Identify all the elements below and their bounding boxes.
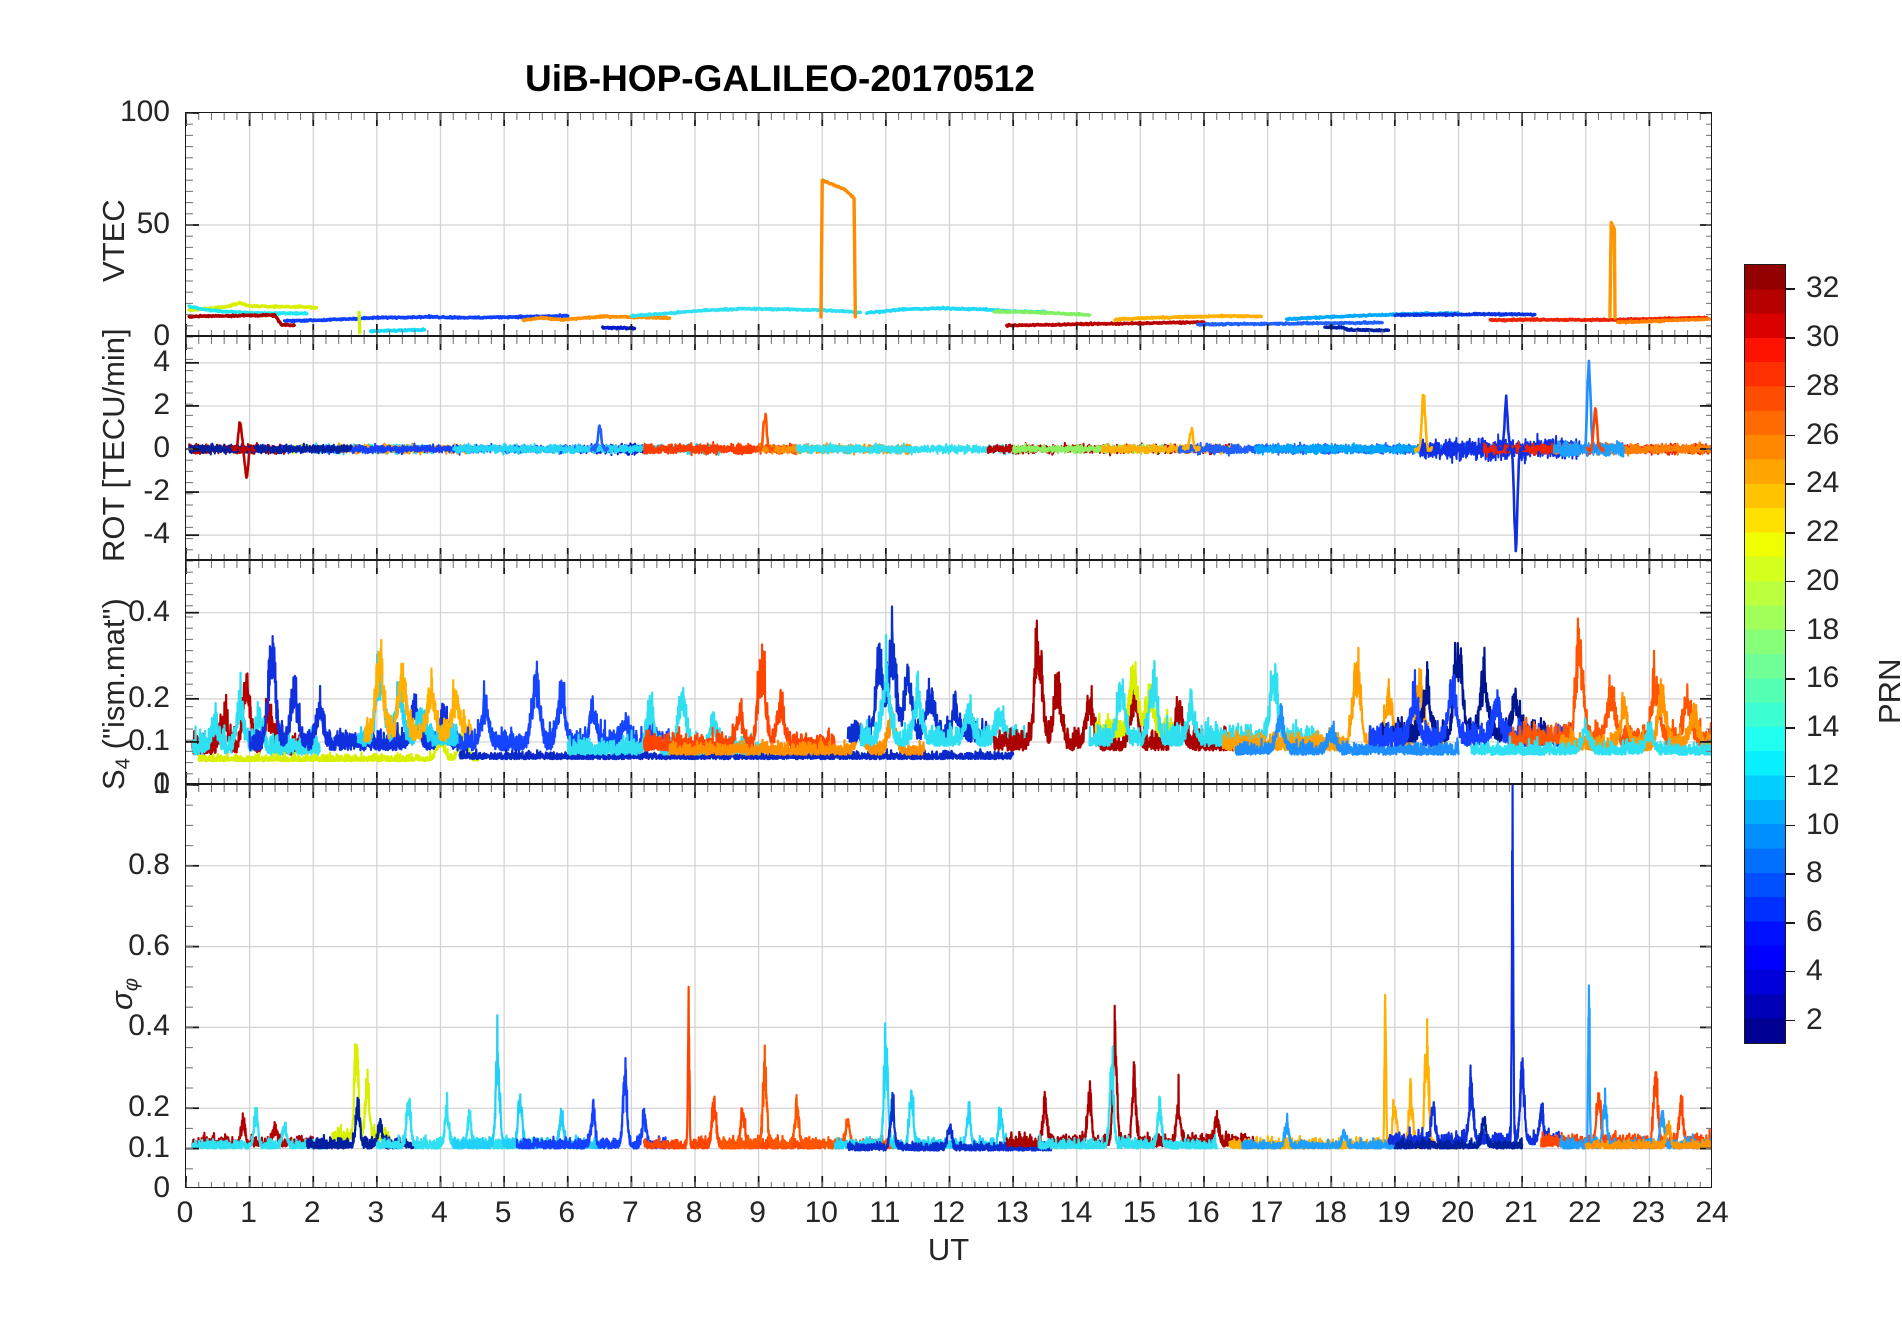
figure-title: UiB-HOP-GALILEO-20170512 xyxy=(525,58,1035,99)
tick-marks xyxy=(186,785,1711,1187)
colorbar-tick-13 xyxy=(1786,385,1795,388)
xtick-22: 22 xyxy=(1568,1196,1602,1229)
ytick-sigma_phi-2: 0.2 xyxy=(128,1090,170,1124)
data-traces xyxy=(191,605,1711,763)
ytick-rot-3: 2 xyxy=(153,387,170,421)
colorbar-tick-12 xyxy=(1786,434,1795,437)
panel-vtec xyxy=(185,112,1712,336)
ytick-rot-2: 0 xyxy=(153,431,170,464)
colorbar-tick-11 xyxy=(1786,483,1795,485)
xtick-14: 14 xyxy=(1059,1196,1093,1229)
colorbar-tick-10 xyxy=(1786,532,1795,534)
colorbar-label-1: 4 xyxy=(1806,953,1823,987)
ytick-s4-2: 0.2 xyxy=(128,680,170,714)
colorbar-label-5: 12 xyxy=(1806,758,1840,792)
tick-marks xyxy=(186,113,1711,335)
xtick-11: 11 xyxy=(869,1196,901,1229)
xtick-13: 13 xyxy=(995,1196,1029,1229)
xtick-2: 2 xyxy=(303,1196,321,1229)
ytick-rot-4: 4 xyxy=(153,344,170,378)
ytick-vtec-0: 0 xyxy=(153,319,170,352)
ytick-rot-0: -4 xyxy=(143,517,170,551)
panel-rot xyxy=(185,336,1712,560)
colorbar-title: PRN xyxy=(1872,658,1902,724)
xtick-23: 23 xyxy=(1631,1196,1666,1229)
xtick-12: 12 xyxy=(931,1196,966,1229)
xtick-7: 7 xyxy=(622,1196,639,1229)
colorbar-tick-0 xyxy=(1786,1019,1795,1022)
colorbar-label-4: 10 xyxy=(1806,807,1840,841)
colorbar-tick-4 xyxy=(1786,824,1795,827)
xtick-1: 1 xyxy=(240,1196,257,1229)
xtick-0: 0 xyxy=(176,1196,194,1229)
ytick-sigma_phi-1: 0.1 xyxy=(128,1130,170,1164)
colorbar-tick-2 xyxy=(1786,922,1795,924)
ytick-vtec-2: 100 xyxy=(119,95,170,128)
colorbar-tick-15 xyxy=(1786,288,1795,290)
ytick-vtec-1: 50 xyxy=(136,207,170,240)
ytick-sigma_phi-0: 0 xyxy=(153,1171,170,1204)
xlabel-ut: UT xyxy=(927,1232,970,1267)
xtick-16: 16 xyxy=(1186,1196,1220,1229)
colorbar-tick-3 xyxy=(1786,873,1795,875)
ytick-sigma_phi-4: 0.6 xyxy=(128,928,170,962)
colorbar-tick-5 xyxy=(1786,775,1795,778)
ytick-s4-0: 0 xyxy=(153,767,170,800)
colorbar-label-11: 24 xyxy=(1806,466,1840,500)
colorbar-label-6: 14 xyxy=(1806,710,1840,744)
xtick-5: 5 xyxy=(494,1196,512,1229)
panel-sigma-phi xyxy=(185,784,1712,1188)
colorbar-label-3: 8 xyxy=(1806,856,1823,890)
colorbar-label-15: 32 xyxy=(1806,271,1840,305)
xtick-24: 24 xyxy=(1695,1196,1729,1229)
colorbar-label-2: 6 xyxy=(1806,905,1823,939)
xtick-20: 20 xyxy=(1440,1196,1475,1229)
xtick-17: 17 xyxy=(1249,1196,1284,1229)
colorbar-tick-9 xyxy=(1786,580,1795,583)
colorbar-label-13: 28 xyxy=(1806,368,1840,402)
xtick-18: 18 xyxy=(1313,1196,1347,1229)
ytick-sigma_phi-6: 1 xyxy=(153,767,170,800)
colorbar-tick-8 xyxy=(1786,629,1795,632)
colorbar-label-12: 26 xyxy=(1806,417,1840,451)
xtick-8: 8 xyxy=(685,1196,703,1229)
colorbar: 2 4 6 8 10 12 14 16 18 20 22 24 26 28 30 32 PRN xyxy=(1744,264,1902,1044)
colorbar-label-10: 22 xyxy=(1806,515,1840,549)
colorbar-label-14: 30 xyxy=(1806,320,1840,354)
tick-marks xyxy=(186,561,1711,783)
colorbar-tick-6 xyxy=(1786,727,1795,729)
ytick-sigma_phi-3: 0.4 xyxy=(128,1009,170,1043)
ylabel-sigma-phi-text: σφ xyxy=(104,977,143,1010)
panel-s4 xyxy=(185,560,1712,784)
xtick-15: 15 xyxy=(1122,1196,1157,1229)
ytick-rot-1: -2 xyxy=(143,474,170,508)
xtick-10: 10 xyxy=(804,1196,838,1229)
ytick-s4-1: 0.1 xyxy=(128,723,170,757)
colorbar-label-9: 20 xyxy=(1806,563,1840,597)
xtick-21: 21 xyxy=(1504,1196,1538,1229)
tick-marks xyxy=(186,337,1711,559)
ytick-sigma_phi-5: 0.8 xyxy=(128,847,170,881)
data-traces xyxy=(191,785,1711,1152)
colorbar-label-8: 18 xyxy=(1806,612,1840,646)
xtick-9: 9 xyxy=(749,1196,766,1229)
xtick-6: 6 xyxy=(558,1196,576,1229)
colorbar-gradient xyxy=(1744,264,1786,1044)
colorbar-label-7: 16 xyxy=(1806,661,1840,695)
colorbar-label-0: 2 xyxy=(1806,1002,1823,1036)
xtick-4: 4 xyxy=(431,1196,448,1229)
data-traces xyxy=(187,178,1711,335)
ylabel-sigma-phi: σφ xyxy=(104,978,144,1010)
xtick-19: 19 xyxy=(1377,1196,1411,1229)
colorbar-tick-7 xyxy=(1786,678,1795,680)
xtick-3: 3 xyxy=(367,1196,385,1229)
colorbar-tick-1 xyxy=(1786,970,1795,973)
ytick-s4-3: 0.4 xyxy=(128,594,170,628)
colorbar-tick-14 xyxy=(1786,337,1795,339)
data-traces xyxy=(188,359,1711,553)
